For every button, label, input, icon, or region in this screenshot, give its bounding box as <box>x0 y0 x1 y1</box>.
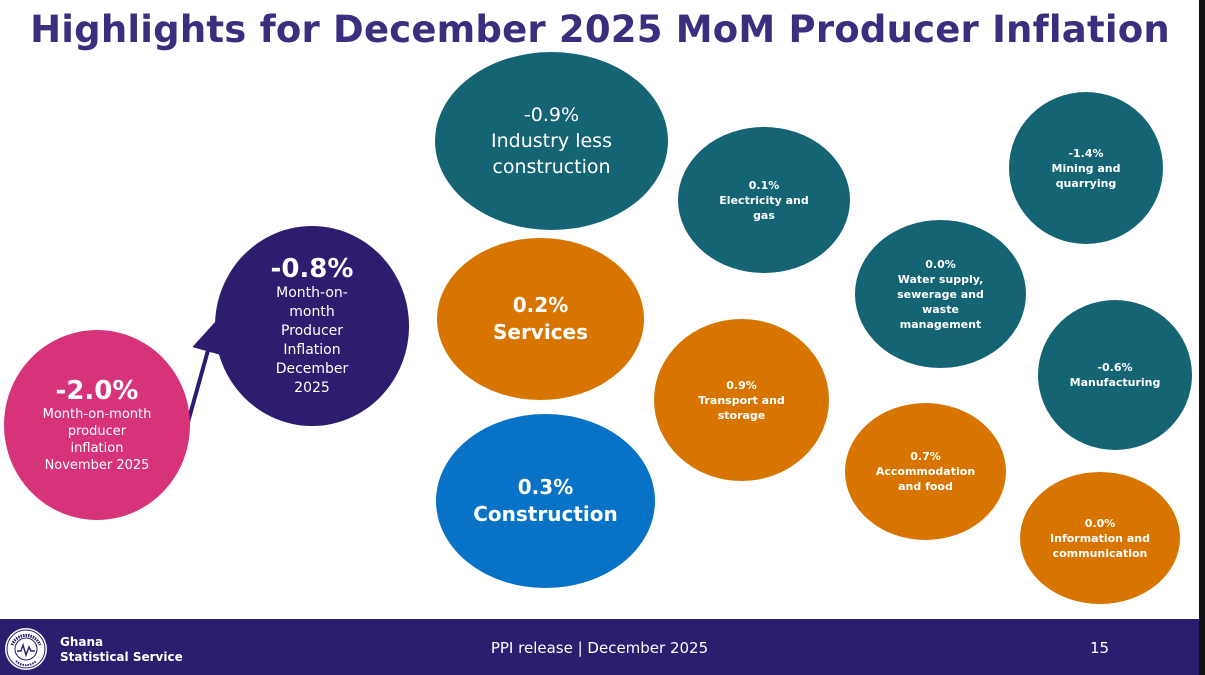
transport-label-2: storage <box>717 408 766 422</box>
information-value: 0.0% <box>1084 516 1116 530</box>
services-bubble: 0.2% Services <box>437 238 644 400</box>
water-label-3: waste <box>922 302 959 316</box>
release-label: PPI release | December 2025 <box>490 639 709 657</box>
november-inflation-bubble: -2.0% Month-on-month producer inflation … <box>4 330 190 520</box>
accommodation-value: 0.7% <box>910 450 941 463</box>
industry-label-2: construction <box>492 156 611 178</box>
services-label: Services <box>492 320 589 344</box>
electricity-value: 0.1% <box>748 178 780 192</box>
november-label-3: inflation <box>70 441 124 456</box>
organization-name: Ghana Statistical Service <box>60 635 183 665</box>
mining-value: -1.4% <box>1068 146 1104 160</box>
manufacturing-label: Manufacturing <box>1069 376 1161 389</box>
transport-value: 0.9% <box>726 378 757 392</box>
slide-right-border <box>1199 0 1205 675</box>
industry-bubble: -0.9% Industry less construction <box>435 52 668 230</box>
electricity-label-2: gas <box>753 208 775 222</box>
december-label-1: Month-on- <box>276 285 348 301</box>
november-value: -2.0% <box>55 376 139 406</box>
industry-label-1: Industry less <box>491 130 612 152</box>
december-label-6: 2025 <box>294 380 330 396</box>
organization-name-line-1: Ghana <box>60 635 104 649</box>
mining-label-1: Mining and <box>1051 161 1121 175</box>
december-label-4: Inflation <box>283 342 341 358</box>
electricity-bubble: 0.1% Electricity and gas <box>678 127 850 273</box>
mining-label-2: quarrying <box>1055 176 1117 190</box>
industry-value: -0.9% <box>523 104 580 126</box>
water-label-4: management <box>899 317 982 331</box>
water-value: 0.0% <box>925 257 956 271</box>
water-label-2: sewerage and <box>897 287 984 301</box>
accommodation-label-2: and food <box>898 480 953 493</box>
accommodation-bubble: 0.7% Accommodation and food <box>845 403 1006 540</box>
services-value: 0.2% <box>512 293 569 317</box>
manufacturing-value: -0.6% <box>1097 361 1133 374</box>
water-bubble: 0.0% Water supply, sewerage and waste ma… <box>855 220 1026 368</box>
december-label-3: Producer <box>280 323 344 339</box>
november-label-1: Month-on-month <box>42 407 152 422</box>
construction-label: Construction <box>473 502 618 526</box>
slide-footer: Ghana Statistical Service PPI release | … <box>0 619 1199 675</box>
construction-value: 0.3% <box>517 475 574 499</box>
water-label-1: Water supply, <box>897 272 984 286</box>
december-inflation-bubble: -0.8% Month-on- month Producer Inflation… <box>215 226 409 426</box>
december-value: -0.8% <box>270 254 354 284</box>
transport-label-1: Transport and <box>698 393 785 407</box>
transport-bubble: 0.9% Transport and storage <box>654 319 829 481</box>
electricity-label-1: Electricity and <box>719 193 809 207</box>
december-label-2: month <box>289 304 335 320</box>
organization-name-line-2: Statistical Service <box>60 650 183 664</box>
december-label-5: December <box>275 361 349 377</box>
information-bubble: 0.0% Information and communication <box>1020 472 1180 604</box>
slide-title: Highlights for December 2025 MoM Produce… <box>30 8 1170 51</box>
manufacturing-bubble: -0.6% Manufacturing <box>1038 300 1192 450</box>
accommodation-label-1: Accommodation <box>875 465 976 478</box>
page-number: 15 <box>1090 639 1110 657</box>
construction-bubble: 0.3% Construction <box>436 414 655 588</box>
ghana-statistical-service-logo-icon <box>5 628 47 670</box>
mining-bubble: -1.4% Mining and quarrying <box>1009 92 1163 244</box>
november-label-4: November 2025 <box>44 458 150 473</box>
november-label-2: producer <box>67 424 127 439</box>
information-label-1: Information and <box>1050 531 1150 545</box>
information-label-2: communication <box>1052 546 1148 560</box>
